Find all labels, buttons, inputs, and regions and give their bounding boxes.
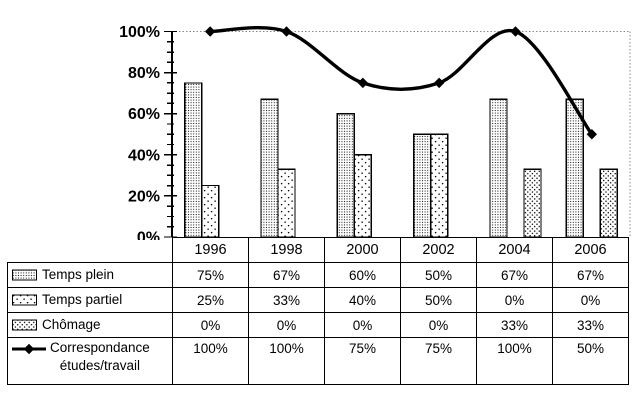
value-cell: 0%: [248, 312, 325, 338]
year-cell: 2002: [400, 237, 477, 263]
gridlines: [172, 31, 631, 237]
value-cell: 0%: [476, 287, 553, 313]
table-corner-spacer: [8, 238, 173, 263]
value-cell: 33%: [552, 312, 629, 338]
value-cell: 0%: [400, 312, 477, 338]
bar-series: [184, 82, 618, 238]
y-axis: 0% 20% 40% 60% 80% 100%: [119, 24, 177, 240]
year-cell: 2006: [552, 237, 629, 263]
legend-entry: Chômage: [9, 315, 172, 335]
y-axis-label: 20%: [128, 188, 160, 205]
y-axis-label: 40%: [128, 147, 160, 164]
bar-temps-plein-1996: [184, 82, 203, 238]
bar-temps-partiel-2000: [353, 154, 372, 238]
value-cell: 100%: [172, 337, 249, 385]
bar-temps-partiel-2002: [430, 133, 449, 238]
legend-cell: Temps partiel: [7, 287, 173, 313]
value-cell: 50%: [400, 262, 477, 288]
dense-dots-swatch-icon: [12, 269, 37, 281]
year-cell: 2000: [324, 237, 401, 263]
bar-temps-plein-2000: [336, 113, 355, 238]
y-axis-label: 80%: [128, 65, 160, 82]
legend-label: Temps partiel: [42, 292, 123, 308]
diamond-marker-2000: [357, 77, 369, 89]
swatch-rect: [12, 319, 37, 331]
bar-temps-plein-1998: [260, 98, 279, 238]
value-cell: 50%: [400, 287, 477, 313]
year-cell: 2004: [476, 237, 553, 263]
y-axis-label: 0%: [137, 230, 160, 241]
value-cell: 0%: [324, 312, 401, 338]
swatch-rect: [12, 294, 37, 306]
value-cell: 33%: [248, 287, 325, 313]
table-row: Temps partiel 25% 33% 40% 50% 0% 0%: [7, 287, 629, 313]
legend-label: Chômage: [42, 317, 101, 333]
value-cell: 67%: [552, 262, 629, 288]
legend-entry: Correspondance études/travail: [9, 339, 172, 376]
value-cell: 75%: [324, 337, 401, 385]
swatch-diamond: [23, 343, 35, 355]
line-series: [204, 25, 598, 140]
bar-temps-partiel-1998: [277, 168, 296, 238]
table-row: Temps plein 75% 67% 60% 50% 67% 67%: [7, 262, 629, 288]
bar-temps-partiel-1996: [201, 185, 220, 238]
bar-temps-plein-2004: [489, 98, 508, 238]
data-table: 1996 1998 2000 2002 2004 2006 Temps plein 75% 67…: [7, 237, 629, 385]
legend-label: Correspondance études/travail: [50, 340, 150, 373]
legend-entry: Temps plein: [9, 265, 172, 285]
y-axis-label: 100%: [119, 24, 160, 41]
diagonal-dots-swatch-icon: [12, 319, 37, 331]
diamond-marker-1996: [204, 26, 216, 37]
y-axis-label: 60%: [128, 106, 160, 123]
legend-cell: Chômage: [7, 312, 173, 338]
year-cell: 1996: [172, 237, 249, 263]
table-row: Chômage 0% 0% 0% 0% 33% 33%: [7, 312, 629, 338]
value-cell: 0%: [552, 287, 629, 313]
legend-cell: Temps plein: [7, 262, 173, 288]
value-cell: 50%: [552, 337, 629, 385]
value-cell: 60%: [324, 262, 401, 288]
value-cell: 75%: [400, 337, 477, 385]
combo-chart: 0% 20% 40% 60% 80% 100%: [119, 24, 631, 240]
value-cell: 100%: [248, 337, 325, 385]
bar-ch-mage-2006: [599, 168, 618, 238]
legend-cell: Correspondance études/travail: [7, 337, 173, 385]
value-cell: 100%: [476, 337, 553, 385]
year-cell: 1998: [248, 237, 325, 263]
value-cell: 67%: [248, 262, 325, 288]
bar-ch-mage-2004: [523, 168, 542, 238]
value-cell: 40%: [324, 287, 401, 313]
diamond-marker-2006: [586, 129, 598, 140]
swatch-rect: [12, 269, 37, 281]
legend-entry: Temps partiel: [9, 290, 172, 310]
value-cell: 75%: [172, 262, 249, 288]
year-row: 1996 1998 2000 2002 2004 2006: [8, 237, 629, 263]
value-cell: 67%: [476, 262, 553, 288]
diamond-marker-2004: [510, 26, 521, 37]
sparse-dots-swatch-icon: [12, 294, 37, 306]
value-cell: 0%: [172, 312, 249, 338]
line-diamond-swatch-icon: [12, 343, 46, 355]
legend-label: Temps plein: [42, 267, 115, 283]
diamond-marker-1998: [281, 26, 292, 37]
diamond-marker-2002: [433, 77, 445, 89]
bar-temps-plein-2002: [413, 133, 432, 238]
table-row: Correspondance études/travail 100% 100% 75% 7…: [7, 337, 629, 385]
value-cell: 25%: [172, 287, 249, 313]
value-cell: 33%: [476, 312, 553, 338]
